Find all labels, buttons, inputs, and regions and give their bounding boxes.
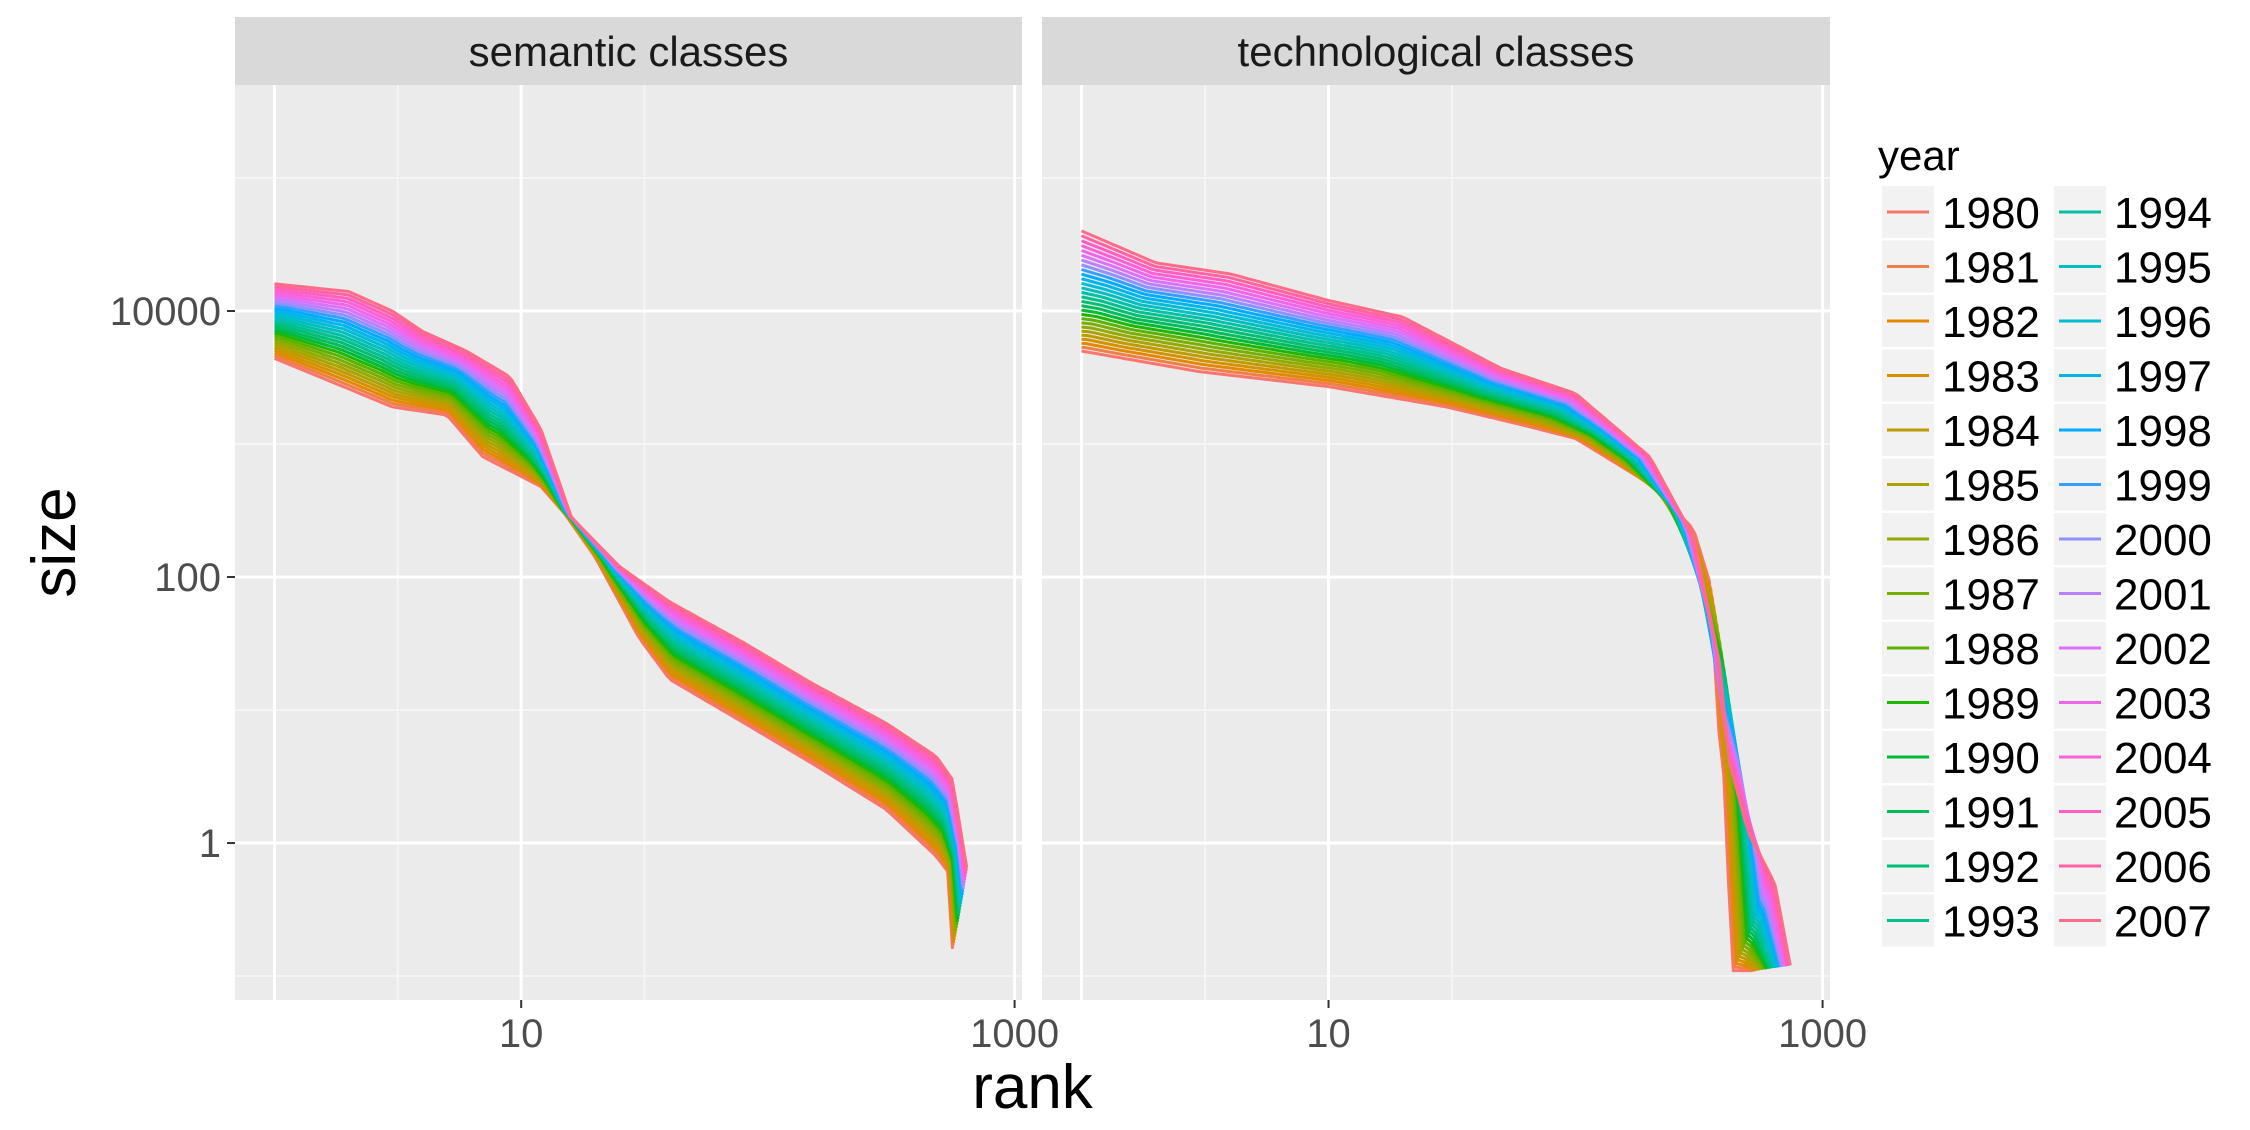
legend-label: 1997: [2114, 353, 2212, 402]
legend-label: 1980: [1942, 189, 2040, 238]
legend: year 1980 1981 1982 1983 1984 1985 1986 1987 1988…: [1878, 132, 2212, 947]
x-tick-label: 10: [499, 1012, 544, 1056]
legend-item-2001: 2001: [2054, 568, 2212, 620]
legend-label: 2000: [2114, 516, 2212, 565]
legend-item-2005: 2005: [2054, 786, 2212, 838]
legend-label: 1987: [1942, 571, 2040, 620]
legend-item-1982: 1982: [1882, 295, 2040, 347]
panel-background: [235, 85, 1022, 1000]
legend-label: 1990: [1942, 734, 2040, 783]
legend-item-1996: 1996: [2054, 295, 2212, 347]
legend-item-1989: 1989: [1882, 677, 2040, 729]
legend-label: 1985: [1942, 462, 2040, 511]
facet-label: semantic classes: [469, 28, 789, 75]
panel-background: [1042, 85, 1830, 1000]
legend-item-1990: 1990: [1882, 731, 2040, 783]
legend-item-1981: 1981: [1882, 241, 2040, 293]
y-tick-label: 10000: [110, 290, 221, 334]
panel-semantic: semantic classes 10 1000: [235, 17, 1059, 1056]
y-tick-label: 100: [154, 556, 221, 600]
x-tick-label: 10: [1306, 1012, 1351, 1056]
legend-item-1998: 1998: [2054, 404, 2212, 456]
legend-label: 1992: [1942, 843, 2040, 892]
legend-label: 1996: [2114, 298, 2212, 347]
legend-label: 1993: [1942, 898, 2040, 947]
y-tick-label: 1: [199, 822, 221, 866]
legend-label: 1991: [1942, 789, 2040, 838]
legend-item-1987: 1987: [1882, 568, 2040, 620]
legend-label: 2007: [2114, 898, 2212, 947]
legend-item-1993: 1993: [1882, 895, 2040, 947]
legend-label: 1999: [2114, 462, 2212, 511]
legend-label: 1988: [1942, 625, 2040, 674]
legend-label: 2003: [2114, 680, 2212, 729]
legend-item-1980: 1980: [1882, 186, 2040, 238]
legend-item-1992: 1992: [1882, 840, 2040, 892]
legend-label: 1984: [1942, 407, 2040, 456]
legend-label: 1994: [2114, 189, 2212, 238]
legend-label: 1998: [2114, 407, 2212, 456]
legend-item-2002: 2002: [2054, 622, 2212, 674]
legend-label: 2006: [2114, 843, 2212, 892]
legend-item-1999: 1999: [2054, 459, 2212, 511]
legend-label: 2001: [2114, 571, 2212, 620]
legend-item-1988: 1988: [1882, 622, 2040, 674]
legend-label: 1989: [1942, 680, 2040, 729]
legend-label: 1981: [1942, 244, 2040, 293]
y-axis-title: size: [20, 487, 89, 597]
legend-label: 1982: [1942, 298, 2040, 347]
legend-title: year: [1878, 132, 1960, 179]
legend-label: 2002: [2114, 625, 2212, 674]
x-tick-label: 1000: [1778, 1012, 1867, 1056]
panel-technological: technological classes 10 1000: [1042, 17, 1867, 1056]
x-tick-label: 1000: [970, 1012, 1059, 1056]
legend-item-2004: 2004: [2054, 731, 2212, 783]
legend-label: 2005: [2114, 789, 2212, 838]
legend-item-1985: 1985: [1882, 459, 2040, 511]
legend-item-2003: 2003: [2054, 677, 2212, 729]
legend-item-2006: 2006: [2054, 840, 2212, 892]
legend-label: 1986: [1942, 516, 2040, 565]
legend-item-2000: 2000: [2054, 513, 2212, 565]
legend-label: 1983: [1942, 353, 2040, 402]
x-axis-title: rank: [972, 1053, 1094, 1122]
legend-item-1984: 1984: [1882, 404, 2040, 456]
legend-item-2007: 2007: [2054, 895, 2212, 947]
facet-label: technological classes: [1238, 28, 1635, 75]
legend-item-1986: 1986: [1882, 513, 2040, 565]
legend-label: 2004: [2114, 734, 2212, 783]
legend-item-1994: 1994: [2054, 186, 2212, 238]
legend-item-1995: 1995: [2054, 241, 2212, 293]
legend-item-1991: 1991: [1882, 786, 2040, 838]
legend-label: 1995: [2114, 244, 2212, 293]
legend-item-1997: 1997: [2054, 350, 2212, 402]
legend-item-1983: 1983: [1882, 350, 2040, 402]
